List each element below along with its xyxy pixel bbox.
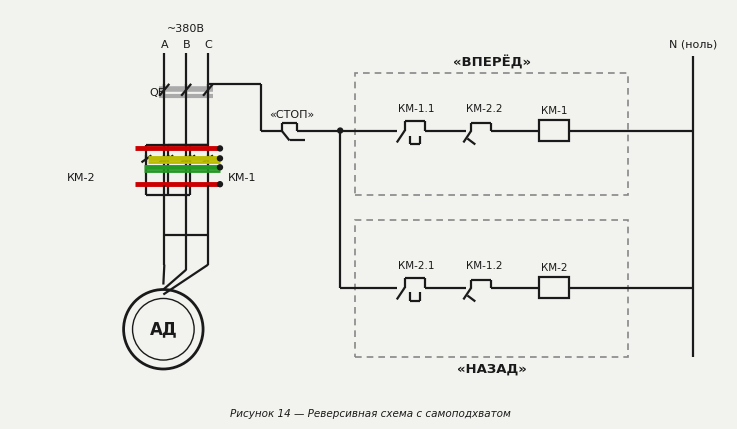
Circle shape xyxy=(217,146,223,151)
Text: Рисунок 14 — Реверсивная схема с самоподхватом: Рисунок 14 — Реверсивная схема с самопод… xyxy=(229,409,511,419)
Bar xyxy=(539,120,569,142)
Text: C: C xyxy=(204,40,212,50)
Text: «СТОП»: «СТОП» xyxy=(269,110,314,120)
Circle shape xyxy=(338,128,343,133)
Text: A: A xyxy=(161,40,168,50)
Text: QF: QF xyxy=(150,88,164,98)
Bar xyxy=(539,277,569,299)
Text: ~380В: ~380В xyxy=(167,24,205,34)
Text: КМ-1.1: КМ-1.1 xyxy=(399,104,435,114)
Text: N (ноль): N (ноль) xyxy=(668,39,717,49)
Circle shape xyxy=(217,156,223,161)
Text: КМ-2: КМ-2 xyxy=(540,263,567,273)
Text: «НАЗАД»: «НАЗАД» xyxy=(457,363,527,375)
Circle shape xyxy=(217,182,223,187)
Text: КМ-2: КМ-2 xyxy=(67,173,96,183)
Text: «ВПЕРЁД»: «ВПЕРЁД» xyxy=(453,56,531,70)
Text: АД: АД xyxy=(150,320,177,338)
Text: КМ-1: КМ-1 xyxy=(540,106,567,116)
Text: КМ-1.2: КМ-1.2 xyxy=(466,261,503,271)
Text: КМ-1: КМ-1 xyxy=(228,173,256,183)
Circle shape xyxy=(217,165,223,170)
Text: КМ-2.1: КМ-2.1 xyxy=(399,261,435,271)
Text: B: B xyxy=(182,40,190,50)
Text: КМ-2.2: КМ-2.2 xyxy=(466,104,503,114)
